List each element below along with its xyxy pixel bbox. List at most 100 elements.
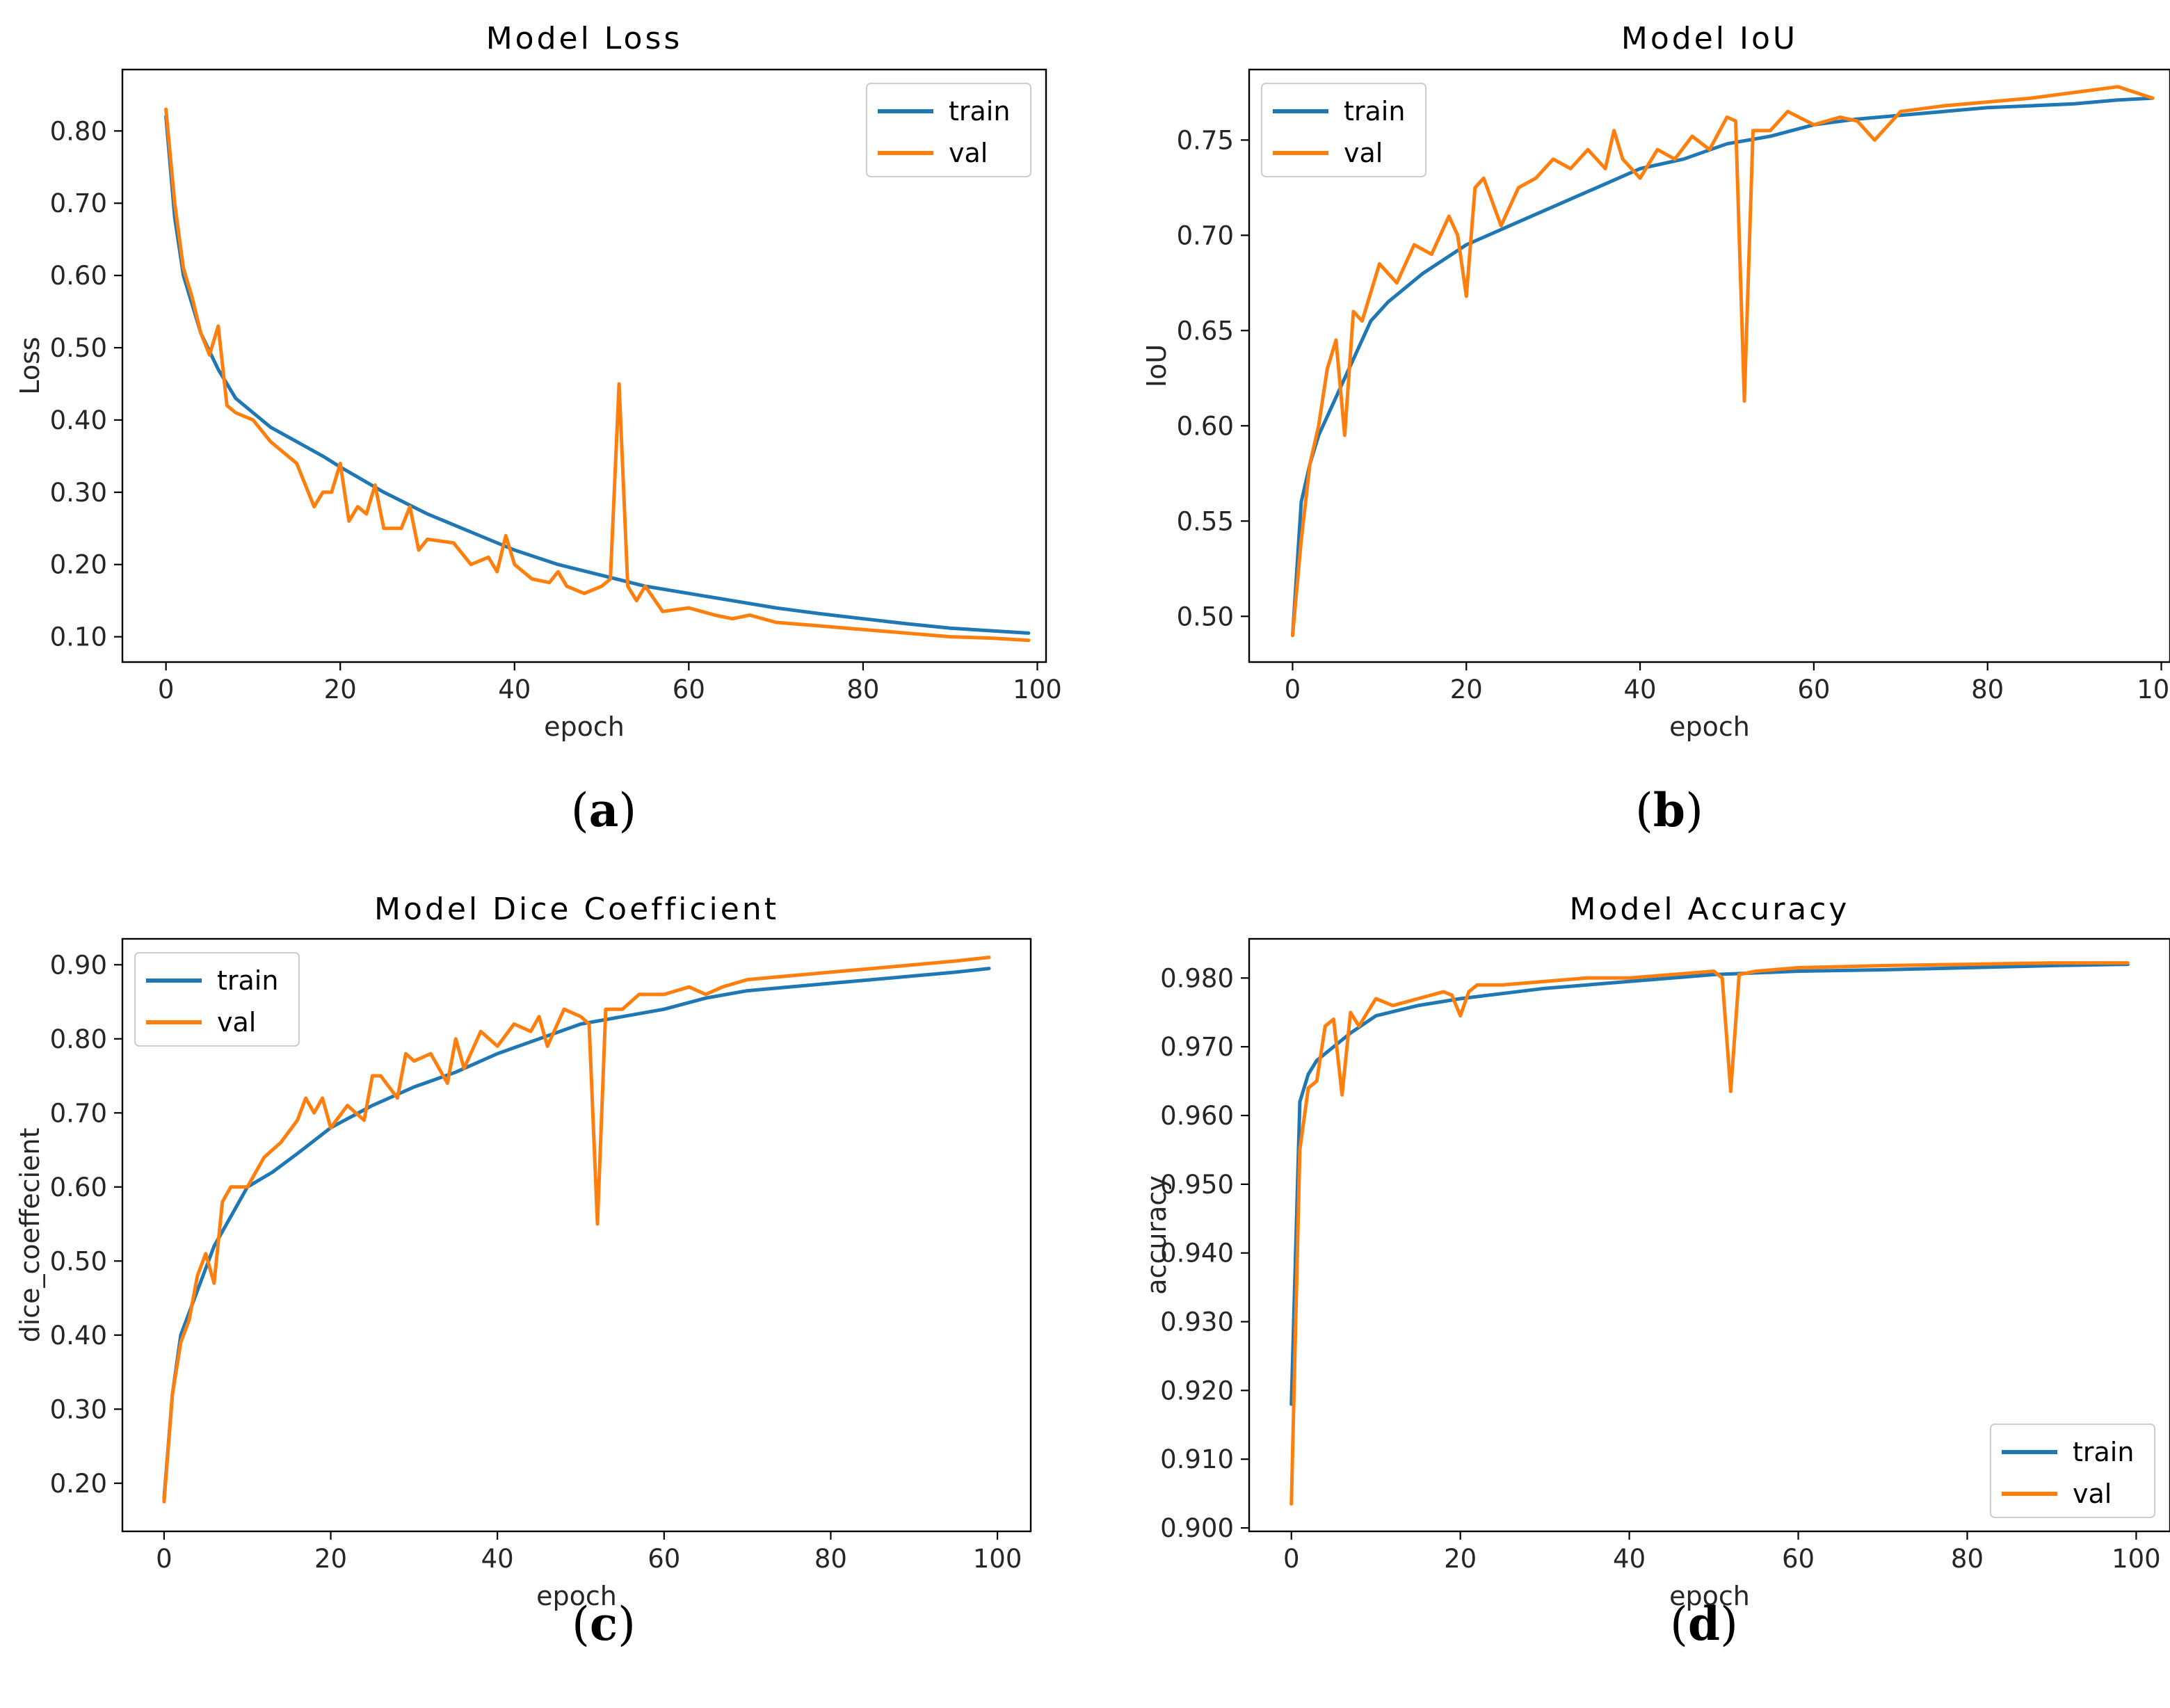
- panel-letter: a: [589, 783, 619, 837]
- y-tick-label: 0.910: [1160, 1444, 1234, 1474]
- x-tick-label: 80: [846, 675, 879, 704]
- panel-label: (d): [1670, 1597, 1738, 1651]
- y-tick-label: 0.60: [50, 261, 107, 291]
- y-tick-label: 0.30: [50, 1394, 107, 1424]
- y-tick-label: 0.920: [1160, 1376, 1234, 1405]
- panel-letter: c: [590, 1597, 618, 1651]
- x-tick-label: 40: [1624, 675, 1657, 704]
- y-tick-label: 0.20: [50, 1469, 107, 1499]
- y-tick-label: 0.960: [1160, 1101, 1234, 1131]
- series-group: [162, 956, 991, 1504]
- legend: train val: [134, 952, 300, 1047]
- y-axis-label: dice_coeffecient: [15, 1128, 45, 1343]
- legend-label-train: train: [1344, 96, 1405, 127]
- x-tick-label: 100: [2112, 1544, 2161, 1574]
- x-tick-label: 20: [1444, 1544, 1477, 1574]
- x-tick-label: 0: [158, 675, 175, 704]
- series-line-val: [1289, 961, 2130, 1506]
- x-tick-label: 60: [648, 1544, 680, 1574]
- y-tick-label: 0.80: [50, 1024, 107, 1054]
- x-axis-label: epoch: [536, 1581, 617, 1611]
- x-tick-label: 60: [1782, 1544, 1815, 1574]
- y-axis-label: IoU: [1141, 344, 1172, 387]
- y-tick-label: 0.70: [1177, 220, 1234, 250]
- x-axis-label: epoch: [1669, 711, 1750, 742]
- axes-frame: [121, 68, 1047, 663]
- x-tick-label: 60: [673, 675, 705, 704]
- x-tick-label: 80: [814, 1544, 847, 1574]
- y-tick-label: 0.970: [1160, 1032, 1234, 1062]
- axes-frame: [1248, 68, 2170, 663]
- x-tick-label: 100: [973, 1544, 1022, 1574]
- x-tick-label: 20: [324, 675, 357, 704]
- legend: train val: [866, 83, 1031, 177]
- legend-label-train: train: [217, 965, 278, 996]
- y-tick-label: 0.50: [50, 1246, 107, 1276]
- y-tick-label: 0.65: [1177, 316, 1234, 346]
- legend-label-train: train: [949, 96, 1010, 127]
- x-tick-label: 40: [498, 675, 531, 704]
- series-line-val: [164, 107, 1031, 643]
- y-tick-label: 0.50: [50, 333, 107, 363]
- legend-label-val: val: [1344, 138, 1383, 168]
- y-tick-label: 0.60: [1177, 411, 1234, 441]
- x-tick-label: 40: [481, 1544, 514, 1574]
- chart-title: Model Loss: [486, 21, 683, 56]
- series-line-train: [1289, 962, 2130, 1406]
- y-tick-label: 0.70: [50, 1098, 107, 1128]
- x-tick-label: 100: [2137, 675, 2170, 704]
- x-tick-label: 0: [1283, 1544, 1300, 1574]
- legend-label-val: val: [217, 1007, 256, 1038]
- y-tick-label: 0.10: [50, 622, 107, 652]
- y-tick-label: 0.950: [1160, 1170, 1234, 1200]
- y-tick-label: 0.55: [1177, 506, 1234, 536]
- panel-letter: d: [1688, 1597, 1720, 1651]
- legend: train val: [1261, 83, 1426, 177]
- y-tick-label: 0.40: [50, 1321, 107, 1351]
- y-axis-label: accuracy: [1141, 1175, 1172, 1294]
- y-tick-label: 0.20: [50, 550, 107, 580]
- chart-panel-a: Model Loss 0 20 40 60 80 100 0.10 0.20 0.30 0.40 0.…: [15, 21, 1062, 837]
- x-tick-label: 100: [1013, 675, 1062, 704]
- panel-letter: b: [1653, 783, 1685, 837]
- y-tick-label: 0.60: [50, 1173, 107, 1202]
- axes-frame: [121, 937, 1032, 1533]
- series-group: [1291, 85, 2155, 638]
- y-tick-label: 0.80: [50, 116, 107, 146]
- legend: train val: [1990, 1424, 2155, 1518]
- series-line-train: [1291, 96, 2155, 638]
- x-tick-label: 0: [1285, 675, 1301, 704]
- legend-label-val: val: [2073, 1479, 2112, 1509]
- chart-title: Model Dice Coefficient: [374, 892, 779, 927]
- x-tick-label: 60: [1797, 675, 1830, 704]
- x-tick-label: 40: [1613, 1544, 1646, 1574]
- panel-label: (a): [571, 783, 636, 837]
- y-tick-label: 0.75: [1177, 125, 1234, 155]
- y-tick-label: 0.90: [50, 950, 107, 980]
- y-tick-label: 0.30: [50, 478, 107, 508]
- y-axis-label: Loss: [15, 337, 45, 394]
- series-group: [164, 107, 1031, 643]
- chart-title: Model Accuracy: [1570, 892, 1850, 927]
- y-tick-label: 0.70: [50, 188, 107, 218]
- series-line-val: [1291, 85, 2155, 638]
- x-axis-label: epoch: [544, 711, 625, 742]
- legend-label-train: train: [2073, 1437, 2134, 1467]
- x-tick-label: 80: [1951, 1544, 1984, 1574]
- series-line-train: [162, 967, 991, 1500]
- chart-panel-b: Model IoU 0 20 40 60 80 100 0.50 0.55 0.60 0.65 0.7…: [1141, 21, 2170, 837]
- series-line-val: [162, 956, 991, 1504]
- series-group: [1289, 961, 2130, 1506]
- chart-panel-d: Model Accuracy 0 20 40 60 80 100 0.900 0.910 0.92…: [1141, 892, 2170, 1651]
- chart-title: Model IoU: [1621, 21, 1798, 56]
- y-tick-label: 0.930: [1160, 1307, 1234, 1337]
- y-tick-label: 0.40: [50, 405, 107, 435]
- y-tick-label: 0.940: [1160, 1239, 1234, 1268]
- series-line-train: [164, 115, 1031, 635]
- y-tick-label: 0.980: [1160, 963, 1234, 993]
- legend-label-val: val: [949, 138, 988, 168]
- x-tick-label: 0: [156, 1544, 172, 1574]
- y-tick-label: 0.50: [1177, 602, 1234, 631]
- chart-panel-c: Model Dice Coefficient 0 20 40 60 80 100 0.20 0.…: [15, 892, 1032, 1651]
